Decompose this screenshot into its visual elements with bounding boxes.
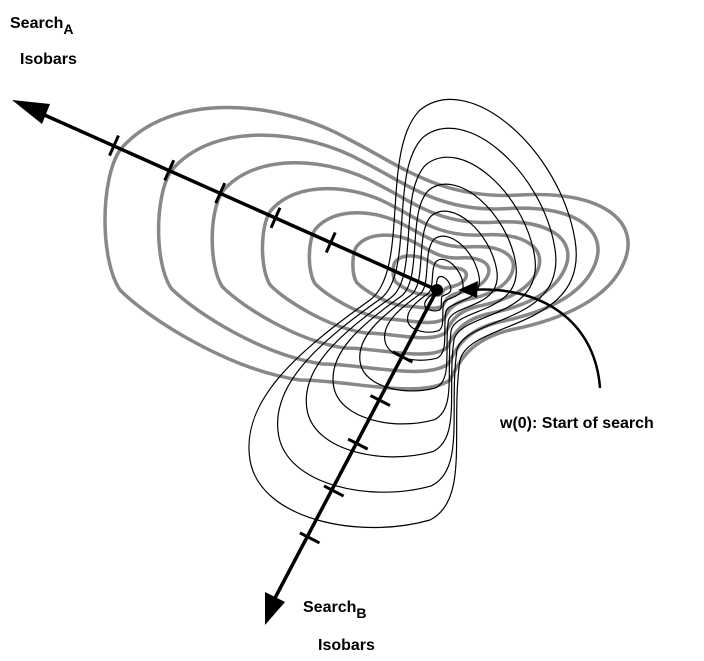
axis-a — [39, 111, 438, 292]
thin-contour — [305, 156, 536, 458]
thin-contour — [276, 127, 557, 493]
ticks — [108, 134, 414, 545]
thin-contour — [359, 210, 498, 392]
label-search-b: SearchB — [303, 599, 367, 621]
arrowhead-b — [265, 592, 285, 625]
start-point — [431, 284, 443, 296]
thin-contour — [384, 235, 480, 361]
search-b-isobars — [248, 98, 577, 529]
tick — [324, 231, 337, 254]
tick — [269, 207, 282, 229]
thin-contour — [407, 258, 464, 333]
tick — [369, 394, 391, 407]
gray-contour — [260, 186, 542, 340]
axes — [12, 100, 439, 625]
gray-contour — [351, 233, 491, 311]
gray-contour — [156, 133, 600, 374]
label-search-a: SearchA — [10, 15, 74, 37]
thin-contour — [248, 98, 577, 529]
search-a-isobars — [103, 105, 630, 391]
gray-contour — [103, 105, 630, 391]
label-isobars-b: Isobars — [318, 637, 375, 654]
arrowhead-a — [12, 100, 50, 124]
thin-contour — [332, 183, 517, 425]
pointer — [469, 288, 602, 389]
gray-contour — [307, 211, 516, 325]
tick — [299, 531, 321, 545]
tick — [347, 437, 369, 451]
pointer-head — [458, 281, 478, 298]
tick — [108, 134, 120, 157]
tick — [392, 350, 414, 364]
gray-contour — [210, 160, 570, 356]
tick — [323, 484, 345, 498]
label-isobars-a: Isobars — [20, 51, 77, 68]
tick — [163, 159, 176, 181]
label-start: w(0): Start of search — [499, 415, 654, 432]
tick — [214, 182, 227, 204]
